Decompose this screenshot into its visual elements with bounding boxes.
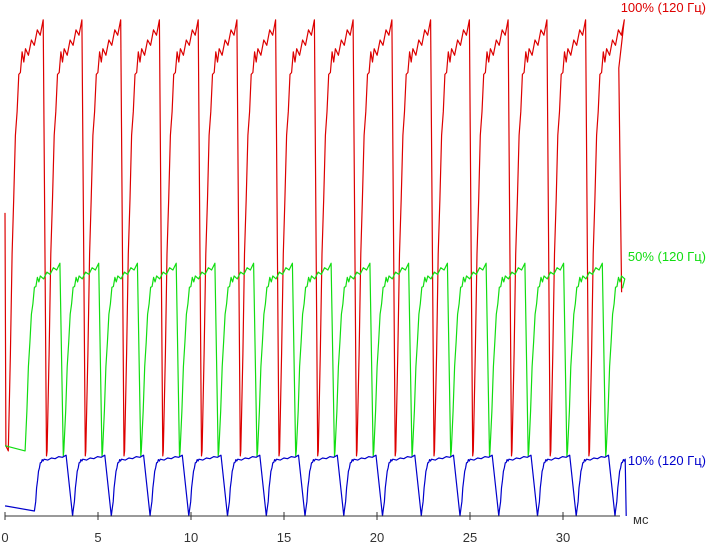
x-tick-label: 20 xyxy=(370,530,384,545)
x-tick-label: 0 xyxy=(1,530,8,545)
x-tick-label: 10 xyxy=(184,530,198,545)
series-label-2: 10% (120 Гц) xyxy=(628,453,706,468)
series-labels: 100% (120 Гц) 50% (120 Гц) 10% (120 Гц) xyxy=(621,0,706,468)
x-axis-ticks: 0 5 10 15 20 25 30 xyxy=(1,512,570,545)
series-label-0: 100% (120 Гц) xyxy=(621,0,706,15)
series-line-2 xyxy=(5,454,627,517)
series-line-0 xyxy=(4,19,625,457)
x-tick-label: 15 xyxy=(277,530,291,545)
series-line-1 xyxy=(5,262,626,457)
x-axis-label: мс xyxy=(633,512,649,527)
series-label-1: 50% (120 Гц) xyxy=(628,249,706,264)
series-layer xyxy=(4,19,627,517)
x-tick-label: 30 xyxy=(556,530,570,545)
x-tick-label: 25 xyxy=(463,530,477,545)
x-tick-label: 5 xyxy=(94,530,101,545)
